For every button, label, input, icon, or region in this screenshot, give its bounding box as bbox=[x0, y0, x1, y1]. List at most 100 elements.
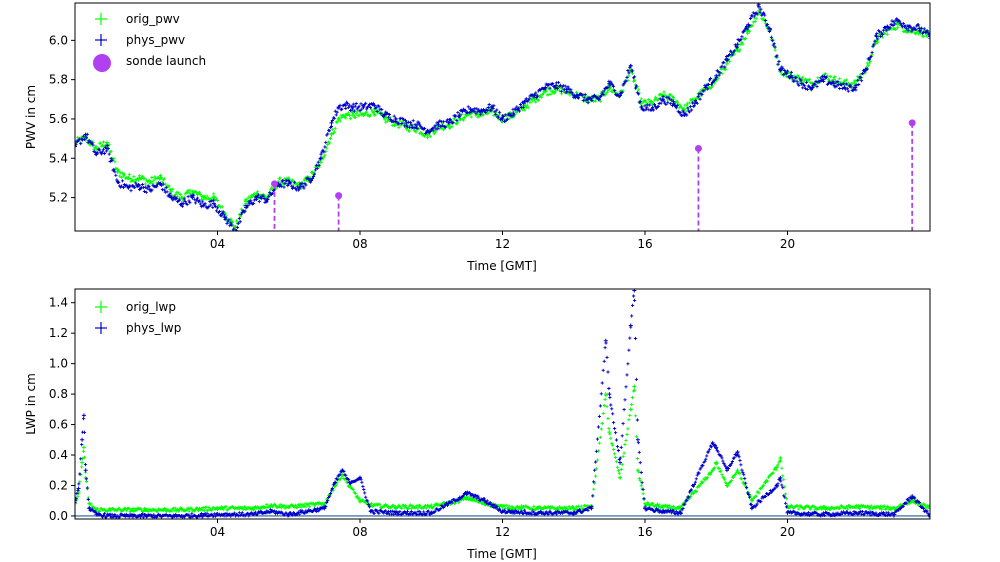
point-phys_lwp-31 bbox=[618, 460, 623, 465]
point-phys_pwv-59 bbox=[692, 101, 697, 106]
point-phys_pwv-55 bbox=[650, 107, 655, 112]
point-phys_pwv-60 bbox=[703, 85, 708, 90]
point-orig_lwp-20 bbox=[393, 504, 398, 509]
point-orig_lwp-39 bbox=[714, 460, 719, 465]
point-orig_lwp-29 bbox=[603, 392, 608, 397]
point-phys_pwv-37 bbox=[457, 113, 462, 118]
point-phys_pwv-70 bbox=[810, 85, 815, 90]
point-orig_lwp-50 bbox=[928, 506, 930, 511]
series-phys_lwp bbox=[75, 289, 930, 519]
point-phys_pwv-78 bbox=[895, 18, 900, 23]
point-phys_pwv-38 bbox=[468, 107, 473, 112]
point-orig_pwv-44 bbox=[532, 97, 537, 102]
point-phys_pwv-20 bbox=[286, 181, 291, 186]
point-phys_pwv-22 bbox=[308, 177, 313, 182]
point-phys_pwv-17 bbox=[254, 195, 259, 200]
point-phys_lwp-16 bbox=[340, 468, 345, 473]
legend-label-orig-pwv: orig_pwv bbox=[126, 12, 180, 26]
series-phys_pwv bbox=[75, 3, 930, 231]
point-phys_pwv-18 bbox=[265, 197, 270, 202]
point-orig_pwv-12 bbox=[201, 195, 206, 200]
point-phys_pwv-71 bbox=[821, 77, 826, 82]
point-orig_pwv-58 bbox=[682, 107, 687, 112]
point-phys_pwv-21 bbox=[297, 185, 302, 190]
point-phys_lwp-3 bbox=[81, 413, 86, 418]
lwp-legend: orig_lwp phys_lwp bbox=[95, 300, 181, 335]
point-orig_lwp-33 bbox=[632, 384, 637, 389]
point-phys_pwv-46 bbox=[553, 83, 558, 88]
point-phys_pwv-44 bbox=[532, 93, 537, 98]
point-orig_pwv-24 bbox=[329, 132, 334, 137]
point-phys_pwv-81 bbox=[928, 34, 930, 39]
point-phys_lwp-45 bbox=[785, 510, 790, 515]
point-phys_lwp-22 bbox=[457, 495, 462, 500]
point-phys_pwv-47 bbox=[564, 87, 569, 92]
point-phys_pwv-32 bbox=[404, 120, 409, 125]
point-orig_pwv-11 bbox=[190, 189, 195, 194]
legend-entry-phys-lwp: phys_lwp bbox=[95, 321, 181, 335]
series-orig_lwp bbox=[75, 384, 930, 514]
point-orig_lwp-32 bbox=[628, 407, 633, 412]
point-orig_lwp-23 bbox=[464, 495, 469, 500]
point-phys_pwv-31 bbox=[393, 116, 398, 121]
point-phys_lwp-40 bbox=[724, 468, 729, 473]
point-phys_pwv-48 bbox=[575, 93, 580, 98]
point-orig_lwp-18 bbox=[358, 498, 362, 503]
point-phys_pwv-66 bbox=[767, 26, 772, 31]
y-tick-label-3: 0.6 bbox=[49, 418, 68, 432]
point-orig_lwp-46 bbox=[821, 506, 826, 511]
point-phys_lwp-6 bbox=[94, 512, 99, 517]
point-orig_pwv-34 bbox=[425, 132, 430, 137]
y-tick-label-7: 1.4 bbox=[49, 296, 68, 310]
point-phys_pwv-54 bbox=[639, 105, 644, 110]
point-phys_lwp-49 bbox=[910, 494, 915, 499]
lwp-y-ticks: 0.0 0.2 0.4 0.6 0.8 1.0 1.2 1.4 bbox=[49, 296, 75, 523]
lwp-x-axis-label: Time [GMT] bbox=[466, 547, 537, 561]
x-tick-label-1: 08 bbox=[352, 525, 367, 539]
point-orig_lwp-5 bbox=[87, 501, 92, 506]
point-phys_lwp-20 bbox=[393, 510, 398, 515]
point-phys_lwp-23 bbox=[464, 491, 469, 496]
point-phys_pwv-34 bbox=[425, 128, 430, 133]
point-orig_lwp-38 bbox=[710, 468, 715, 473]
pwv-panel: 04 08 12 16 20 5.2 5.4 5.6 5.8 6.0 Time [GMT] PW… bbox=[24, 2, 931, 273]
legend-entry-phys-pwv: phys_pwv bbox=[95, 33, 185, 47]
point-orig_pwv-2 bbox=[94, 146, 99, 151]
pwv-y-axis-label: PWV in cm bbox=[24, 85, 38, 149]
point-orig_lwp-14 bbox=[322, 501, 327, 506]
point-orig_pwv-25 bbox=[336, 116, 341, 121]
point-orig_lwp-27 bbox=[571, 506, 576, 511]
point-phys_pwv-42 bbox=[511, 111, 516, 116]
point-phys_lwp-30 bbox=[607, 392, 612, 397]
point-phys_pwv-25 bbox=[336, 105, 341, 110]
pwv-y-ticks: 5.2 5.4 5.6 5.8 6.0 bbox=[49, 33, 75, 205]
point-orig_lwp-26 bbox=[536, 506, 541, 511]
sonde-launch-markers bbox=[271, 119, 916, 231]
point-phys_lwp-4 bbox=[83, 468, 88, 473]
point-orig_lwp-8 bbox=[144, 507, 149, 512]
point-orig_pwv-5 bbox=[126, 175, 131, 180]
point-orig_lwp-12 bbox=[268, 503, 273, 508]
point-orig_lwp-43 bbox=[774, 465, 779, 470]
x-tick-label-0: 04 bbox=[210, 525, 225, 539]
point-phys_pwv-11 bbox=[190, 195, 195, 200]
point-orig_lwp-21 bbox=[429, 504, 434, 509]
point-phys_pwv-76 bbox=[874, 34, 879, 39]
point-phys_pwv-77 bbox=[885, 24, 890, 29]
x-tick-label-3: 16 bbox=[637, 237, 652, 251]
point-phys_pwv-1 bbox=[83, 132, 88, 137]
point-orig_pwv-9 bbox=[169, 189, 174, 194]
point-orig_lwp-44 bbox=[778, 456, 783, 461]
point-orig_lwp-13 bbox=[286, 504, 291, 509]
point-phys_lwp-19 bbox=[368, 509, 373, 514]
point-orig_pwv-30 bbox=[382, 116, 387, 121]
point-orig_lwp-35 bbox=[643, 501, 647, 506]
point-phys_pwv-14 bbox=[222, 215, 227, 220]
pwv-legend: orig_pwv phys_pwv sonde launch bbox=[93, 12, 206, 72]
point-phys_pwv-33 bbox=[415, 122, 419, 127]
point-phys_lwp-17 bbox=[347, 480, 352, 485]
point-orig_pwv-27 bbox=[350, 113, 355, 118]
point-phys_pwv-69 bbox=[799, 81, 804, 86]
